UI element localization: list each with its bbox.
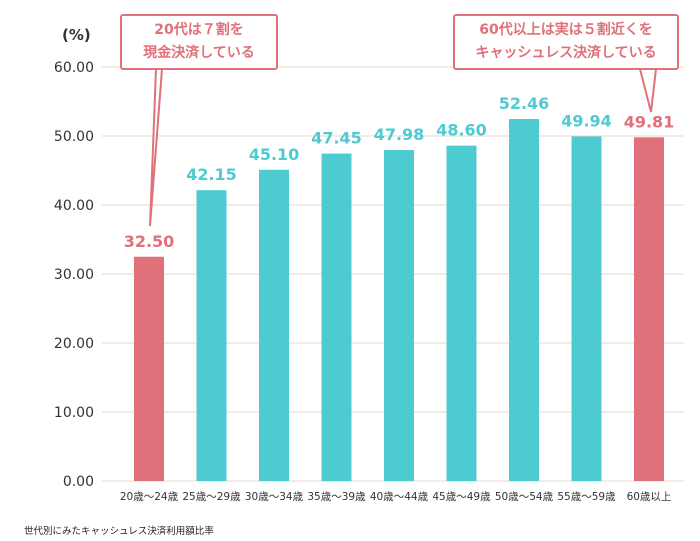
bar-2 [259, 169, 289, 481]
x-tick-label: 40歳〜44歳 [370, 491, 429, 503]
x-tick-label: 25歳〜29歳 [182, 491, 241, 503]
callout-20s: 20代は７割を 現金決済している [120, 14, 278, 70]
bar-3 [321, 153, 352, 481]
y-tick-label: 60.00 [54, 60, 94, 76]
value-label: 42.15 [186, 165, 237, 184]
x-tick-label: 50歳〜54歳 [495, 491, 554, 503]
bar-6 [509, 119, 539, 481]
y-tick-label: 20.00 [54, 336, 94, 352]
y-tick-label: 30.00 [54, 267, 94, 283]
x-tick-label: 55歳〜59歳 [557, 491, 616, 503]
callout-20s-pointer [149, 68, 163, 227]
value-label: 45.10 [249, 145, 300, 164]
bar-4 [384, 149, 414, 482]
value-label: 47.45 [311, 129, 362, 148]
bar-5 [446, 145, 477, 481]
x-tick-label: 45歳〜49歳 [432, 491, 491, 503]
value-label: 52.46 [499, 94, 550, 113]
bar-0 [134, 256, 164, 481]
x-tick-label: 35歳〜39歳 [307, 491, 366, 503]
callout-pointers [149, 68, 657, 227]
value-label: 47.98 [374, 125, 425, 144]
y-tick-label: 40.00 [54, 198, 94, 214]
y-axis-unit: (%) [62, 26, 91, 44]
value-label: 32.50 [124, 232, 175, 251]
y-axis-labels: 0.00 10.00 20.00 30.00 40.00 50.00 60.00 [54, 60, 94, 490]
y-tick-label: 10.00 [54, 405, 94, 421]
y-tick-label: 50.00 [54, 129, 94, 145]
x-tick-label: 60歳以上 [627, 491, 672, 503]
chart-caption: 世代別にみたキャッシュレス決済利用額比率 [24, 526, 214, 537]
value-label: 49.94 [561, 111, 612, 130]
bar-7 [571, 136, 602, 481]
value-label: 48.60 [436, 121, 487, 140]
x-axis-labels: 20歳〜24歳 25歳〜29歳 30歳〜34歳 35歳〜39歳 40歳〜44歳 45歳〜4… [120, 491, 672, 503]
bar-8 [634, 137, 664, 481]
callout-60s-line-2: キャッシュレス決済している [475, 45, 657, 61]
callout-60s-line-1: 60代以上は実は５割近くを [479, 22, 653, 38]
callout-20s-line-1: 20代は７割を [154, 22, 244, 38]
bar-1 [196, 190, 227, 482]
y-tick-label: 0.00 [63, 474, 94, 490]
x-tick-label: 30歳〜34歳 [245, 491, 304, 503]
callout-60s-pointer [639, 68, 657, 113]
value-label: 49.81 [624, 112, 675, 131]
callout-60s: 60代以上は実は５割近くを キャッシュレス決済している [453, 14, 679, 70]
callout-20s-line-2: 現金決済している [143, 45, 255, 61]
bars [134, 119, 664, 482]
value-labels: 32.50 42.15 45.10 47.45 47.98 48.60 52.46 49.94… [124, 94, 675, 251]
x-tick-label: 20歳〜24歳 [120, 491, 179, 503]
